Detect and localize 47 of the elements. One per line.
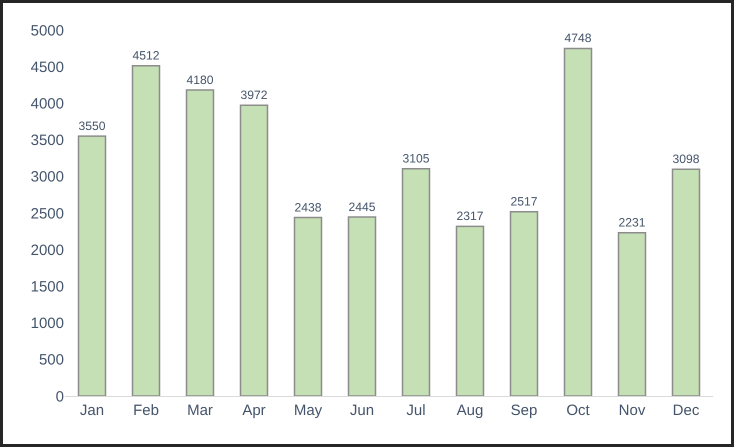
y-tick-label: 4000 [30,95,64,112]
x-tick-label: Jun [350,402,374,419]
bar [132,64,160,396]
data-label: 2517 [510,194,538,209]
bar [348,216,376,396]
x-tick-label: Mar [187,402,213,419]
y-tick-label: 3000 [30,168,64,186]
data-label: 2445 [348,200,376,214]
data-label: 2438 [294,200,322,214]
x-tick-label: Jul [406,402,426,419]
bar [564,48,592,396]
y-tick-label: 1000 [30,315,64,332]
y-tick-label: 500 [38,352,64,369]
bar [294,216,322,396]
x-tick-label: Oct [566,402,590,419]
data-label: 2231 [618,215,646,230]
y-tick-label: 3500 [30,132,64,150]
bar [618,232,646,396]
x-tick-label: Dec [672,402,700,419]
data-label: 4748 [564,31,592,46]
y-tick-label: 2500 [30,205,64,222]
data-label: 3105 [402,151,430,166]
bar [240,104,268,396]
bar [186,89,214,396]
x-tick-label: May [294,402,323,419]
data-label: 4512 [132,48,160,62]
data-label: 3550 [78,118,106,133]
bar [78,135,106,396]
x-tick-label: Nov [618,402,646,419]
data-label: 2317 [456,209,484,224]
bar [402,168,430,396]
x-tick-label: Feb [133,402,159,419]
y-tick-label: 1500 [30,278,64,296]
x-tick-label: Apr [242,402,266,419]
y-tick-label: 0 [56,388,64,406]
bar [456,226,484,396]
data-label: 3098 [672,152,700,166]
y-tick-label: 5000 [30,22,64,40]
y-tick-label: 4500 [30,58,64,76]
x-tick-label: Jan [80,402,104,419]
bar [672,168,700,396]
data-label: 4180 [186,72,214,87]
bar [510,211,538,396]
x-tick-label: Sep [510,402,538,419]
y-tick-label: 2000 [30,242,64,259]
x-tick-label: Aug [456,402,484,419]
data-label: 3972 [240,88,268,102]
